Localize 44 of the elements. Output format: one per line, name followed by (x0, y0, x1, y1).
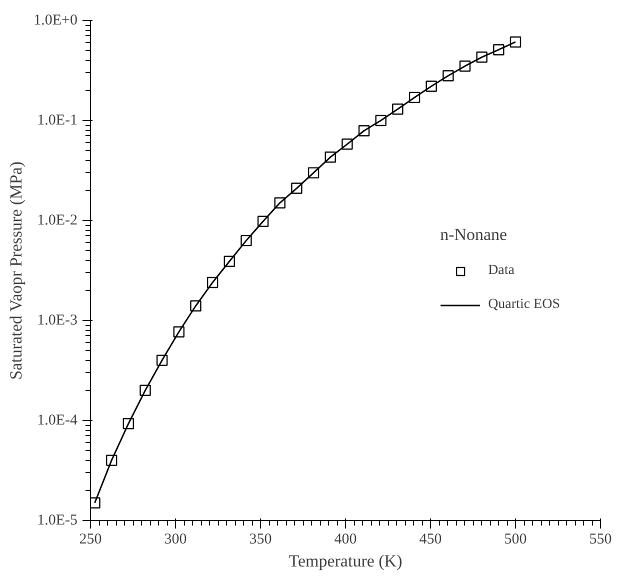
point (156, 354, 168, 366)
y-axis-title: Saturated Vaopr Pressure (MPa) (6, 162, 26, 380)
y-tick-label: 1.0E-3 (37, 312, 78, 328)
point (240, 234, 252, 246)
legend-label: Data (488, 263, 514, 279)
point (106, 454, 118, 466)
point (342, 138, 353, 150)
point (224, 256, 235, 267)
point (308, 167, 320, 178)
x-tick-label: 500 (504, 532, 527, 548)
point (90, 497, 100, 508)
x-tick-label: 550 (589, 532, 612, 548)
legend-label: Quartic EOS (488, 297, 560, 313)
x-tick-label: 350 (249, 532, 272, 548)
point (324, 152, 336, 163)
point (442, 70, 454, 82)
point (140, 384, 151, 396)
point (408, 92, 420, 104)
point (190, 300, 202, 312)
point (257, 216, 269, 227)
legend-title: n-Nonane (440, 225, 508, 245)
point (358, 125, 370, 136)
x-tick-label: 450 (419, 532, 442, 548)
point (459, 60, 471, 72)
point (206, 276, 218, 288)
x-axis-title: Temperature (K) (288, 552, 402, 570)
point (392, 104, 404, 115)
point (426, 80, 437, 92)
point (510, 36, 522, 48)
point (122, 418, 134, 430)
x-tick-label: 300 (164, 532, 187, 548)
y-tick-label: 1.0E-4 (37, 412, 78, 428)
y-tick-label: 1.0E-1 (37, 112, 78, 128)
y-tick-label: 1.0E+0 (34, 12, 78, 28)
point (291, 182, 302, 194)
point (493, 44, 504, 56)
point (476, 52, 488, 63)
x-tick-label: 400 (334, 532, 357, 548)
point (274, 197, 286, 208)
point (375, 114, 386, 126)
y-tick-label: 1.0E-2 (37, 212, 78, 228)
y-tick-label: 1.0E-5 (37, 512, 78, 528)
point (173, 326, 184, 338)
x-tick-label: 250 (79, 532, 102, 548)
